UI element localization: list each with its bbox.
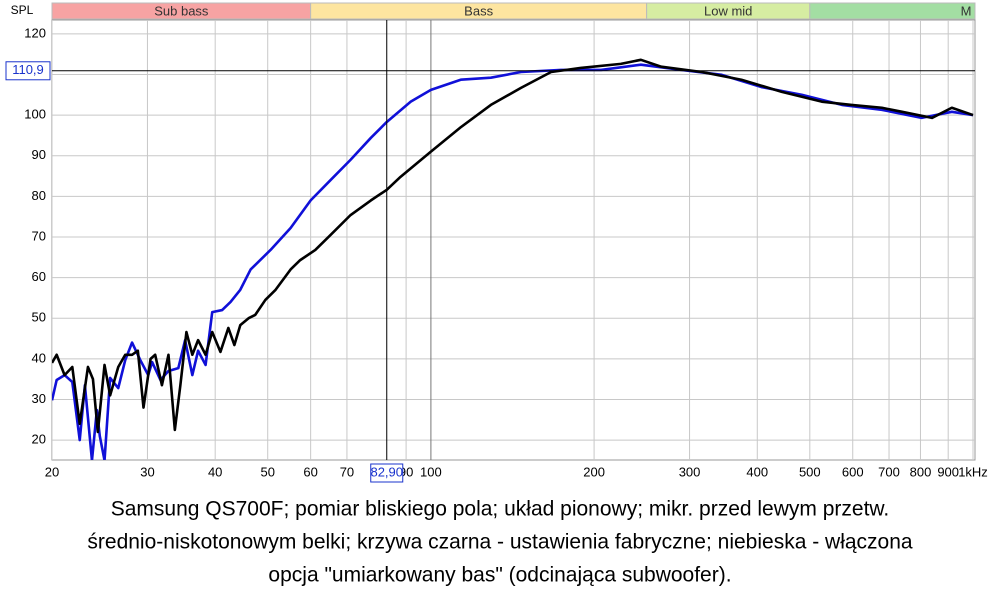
y-tick-label: 20 <box>32 432 46 447</box>
x-tick-label: 300 <box>679 464 701 479</box>
x-tick-label: 1kHz <box>958 464 988 479</box>
cursor-box <box>370 463 404 483</box>
y-tick-label: 100 <box>24 107 46 122</box>
x-tick-label: 20 <box>45 464 59 479</box>
band <box>809 2 976 20</box>
y-tick-label: 30 <box>32 391 46 406</box>
y-axis-label: SPL <box>11 3 34 17</box>
y-tick-label: 80 <box>32 188 46 203</box>
caption: średnio-niskotonowym belki; krzywa czarn… <box>87 531 913 554</box>
y-tick-label: 90 <box>32 147 46 162</box>
x-tick-label: 900 <box>937 464 959 479</box>
x-tick-label: 70 <box>340 464 354 479</box>
x-tick-label: 40 <box>208 464 222 479</box>
x-tick-label: 500 <box>799 464 821 479</box>
cursor-box <box>5 61 51 81</box>
series-line <box>52 63 974 460</box>
x-tick-label: 700 <box>878 464 900 479</box>
cursor-label: 82,90 <box>370 464 403 479</box>
band-label: M <box>961 3 972 18</box>
y-tick-label: 70 <box>32 228 46 243</box>
x-tick-label: 600 <box>842 464 864 479</box>
x-tick-label: 200 <box>583 464 605 479</box>
series-line <box>52 58 974 434</box>
band-label: Sub bass <box>154 3 209 18</box>
caption: Samsung QS700F; pomiar bliskiego pola; u… <box>111 498 890 521</box>
x-tick-label: 50 <box>260 464 274 479</box>
x-tick-label: 100 <box>420 464 442 479</box>
band-label: Bass <box>464 3 493 18</box>
y-tick-label: 50 <box>32 310 46 325</box>
x-tick-label: 60 <box>303 464 317 479</box>
y-tick-label: 40 <box>32 350 46 365</box>
y-tick-label: 60 <box>32 269 46 284</box>
x-tick-label: 30 <box>140 464 154 479</box>
band-label: Low mid <box>704 3 752 18</box>
y-tick-label: 120 <box>24 25 46 40</box>
cursor-label: 110,9 <box>12 62 44 77</box>
x-tick-label: 800 <box>910 464 932 479</box>
plot-area <box>51 19 976 461</box>
caption: opcja "umiarkowany bas" (odcinająca subw… <box>268 564 731 587</box>
x-tick-label: 400 <box>746 464 768 479</box>
